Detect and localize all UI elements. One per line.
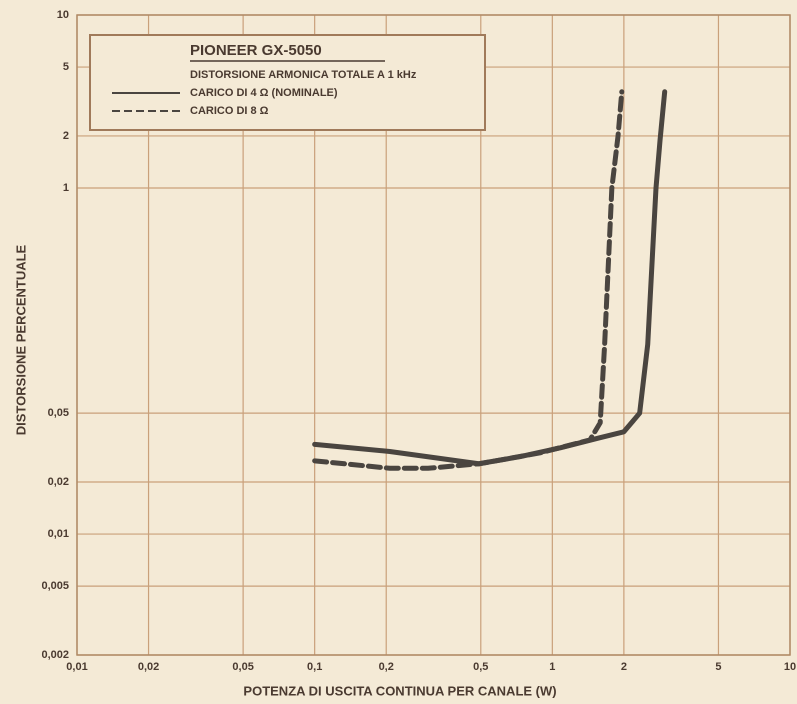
data-line [312,89,668,467]
legend-title: PIONEER GX-5050 [190,42,322,59]
legend-label: CARICO DI 4 Ω (NOMINALE) [190,87,338,99]
x-tick-label: 0,05 [232,661,253,673]
x-tick-label: 1 [549,661,555,673]
y-tick-label: 1 [63,182,69,194]
x-tick-label: 0,02 [138,661,159,673]
x-axis-label: POTENZA DI USCITA CONTINUA PER CANALE (W… [243,683,556,698]
y-tick-label: 0,02 [48,476,69,488]
y-tick-label: 0,005 [41,580,69,592]
x-tick-label: 0,2 [379,661,394,673]
y-tick-label: 2 [63,130,69,142]
x-tick-label: 0,5 [473,661,488,673]
y-tick-label: 5 [63,61,69,73]
legend-box [89,34,486,131]
y-tick-label: 10 [57,9,69,21]
x-tick-label: 10 [784,661,796,673]
y-axis-label: DISTORSIONE PERCENTUALE [13,244,28,435]
y-tick-label: 0,01 [48,528,69,540]
x-tick-label: 0,01 [66,661,87,673]
x-tick-label: 2 [621,661,627,673]
y-tick-label: 0,002 [41,649,69,661]
x-tick-label: 5 [715,661,721,673]
x-tick-label: 0,1 [307,661,322,673]
legend-label: CARICO DI 8 Ω [190,105,269,117]
data-line [312,89,625,471]
y-tick-label: 0,05 [48,407,69,419]
legend-subtitle: DISTORSIONE ARMONICA TOTALE A 1 kHz [190,69,417,81]
plot-border [76,14,791,656]
